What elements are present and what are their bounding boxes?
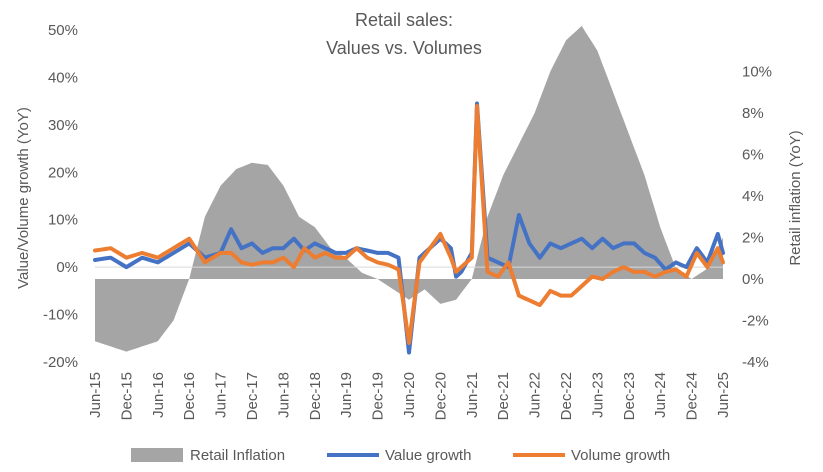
left-axis-title: Value/Volume growth (YoY) — [15, 107, 32, 289]
series-line-volume-growth — [93, 103, 725, 345]
legend-label-inflation: Retail Inflation — [190, 447, 285, 464]
x-tick-label: Jun-18 — [275, 372, 292, 418]
right-axis-ticks: -4% -2% 0% 2% 4% 6% 8% 10% — [742, 64, 772, 372]
right-tick-label: 10% — [742, 64, 772, 81]
left-tick-label: 20% — [48, 164, 78, 181]
x-tick-label: Jun-21 — [464, 372, 481, 418]
left-axis-ticks: -20% -10% 0% 10% 20% 30% 40% 50% — [43, 22, 78, 371]
legend-swatch-inflation — [131, 448, 183, 462]
legend-label-value: Value growth — [385, 447, 471, 464]
chart-title-line-1: Retail sales: — [355, 10, 453, 30]
x-tick-label: Dec-22 — [558, 372, 575, 420]
x-tick-label: Jun-24 — [652, 372, 669, 418]
x-tick-label: Jun-25 — [715, 372, 732, 418]
x-tick-label: Dec-15 — [118, 372, 135, 420]
right-tick-label: 4% — [742, 188, 764, 205]
left-tick-label: 50% — [48, 22, 78, 39]
x-tick-label: Jun-20 — [401, 372, 418, 418]
x-axis-ticks: Jun-15 Dec-15 Jun-16 Dec-16 Jun-17 Dec-17 Jun-… — [87, 372, 732, 420]
x-tick-label: Dec-18 — [307, 372, 324, 420]
left-tick-label: -10% — [43, 307, 78, 324]
right-tick-label: 8% — [742, 105, 764, 122]
x-tick-label: Dec-20 — [432, 372, 449, 420]
left-tick-label: 10% — [48, 212, 78, 229]
x-tick-label: Jun-16 — [150, 372, 167, 418]
series-layer — [93, 25, 725, 355]
legend-label-volume: Volume growth — [571, 447, 670, 464]
x-tick-label: Dec-24 — [684, 372, 701, 420]
left-tick-label: 40% — [48, 69, 78, 86]
x-tick-label: Jun-17 — [213, 372, 230, 418]
right-tick-label: -2% — [742, 313, 769, 330]
series-area-retail-inflation — [95, 25, 723, 352]
x-tick-label: Jun-23 — [589, 372, 606, 418]
x-tick-label: Jun-15 — [87, 372, 104, 418]
left-tick-label: 0% — [56, 259, 78, 276]
chart-title-line-2: Values vs. Volumes — [326, 38, 482, 58]
x-tick-label: Dec-19 — [370, 372, 387, 420]
left-tick-label: -20% — [43, 354, 78, 371]
right-tick-label: -4% — [742, 354, 769, 371]
right-tick-label: 6% — [742, 147, 764, 164]
right-axis-title: Retail inflation (YoY) — [787, 130, 804, 265]
legend: Retail Inflation Value growth Volume gro… — [131, 447, 670, 464]
x-tick-label: Dec-17 — [244, 372, 261, 420]
right-tick-label: 2% — [742, 230, 764, 247]
x-tick-label: Jun-22 — [527, 372, 544, 418]
x-tick-label: Dec-16 — [181, 372, 198, 420]
x-tick-label: Dec-23 — [621, 372, 638, 420]
x-tick-label: Jun-19 — [338, 372, 355, 418]
left-tick-label: 30% — [48, 117, 78, 134]
right-tick-label: 0% — [742, 271, 764, 288]
x-tick-label: Dec-21 — [495, 372, 512, 420]
